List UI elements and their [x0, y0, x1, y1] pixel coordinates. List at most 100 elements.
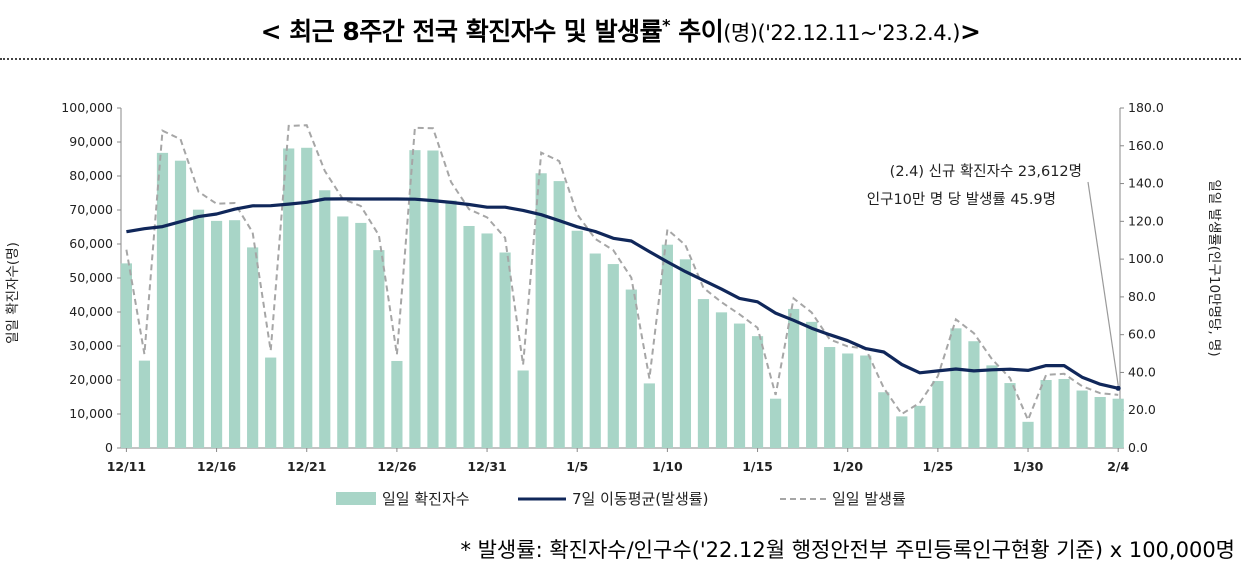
daily-rate-line: [125, 124, 1119, 423]
y-right-tick-label: 40.0: [1128, 364, 1156, 379]
bar: [1040, 380, 1052, 448]
title-period: ('22.12.11~'23.2.4.): [757, 21, 960, 45]
title-close: >: [959, 17, 981, 46]
bar: [697, 299, 710, 448]
bar: [499, 252, 511, 448]
annotation-line-2: 인구10만 명 당 발생률 45.9명: [867, 191, 1056, 208]
bar: [337, 216, 349, 448]
bar: [265, 357, 277, 448]
bar: [661, 244, 673, 448]
bar: [445, 200, 457, 448]
x-tick-label: 1/30: [1013, 459, 1044, 474]
bar: [914, 405, 926, 448]
y-left-tick-label: 40,000: [69, 304, 113, 319]
bar: [806, 321, 818, 448]
bar: [1076, 390, 1088, 448]
bar: [229, 220, 241, 448]
title-divider: [0, 58, 1241, 60]
bar: [751, 336, 764, 448]
legend: 일일 확진자수 7일 이동평균(발생률) 일일 발생률: [336, 490, 906, 508]
y-left-tick-label: 70,000: [69, 202, 113, 217]
x-tick-label: 12/21: [287, 459, 326, 474]
x-tick-label: 1/20: [832, 459, 863, 474]
y-axis-left-title: 일일 확진자수(명): [5, 242, 21, 344]
x-tick-label: 12/16: [197, 459, 237, 474]
x-tick-label: 1/10: [652, 459, 683, 474]
bar: [986, 365, 998, 448]
bar: [391, 360, 403, 448]
bar: [517, 370, 529, 448]
bar: [625, 289, 637, 448]
bar: [138, 360, 151, 448]
y-right-tick-label: 140.0: [1128, 176, 1164, 191]
y-right-tick-label: 80.0: [1128, 289, 1156, 304]
y-right-tick-label: 20.0: [1128, 402, 1156, 417]
x-tick-label: 1/5: [566, 459, 588, 474]
bar: [553, 181, 565, 448]
dashed-line-series: [125, 124, 1119, 423]
y-left-tick-label: 10,000: [69, 406, 113, 421]
bar: [842, 353, 854, 448]
bar: [950, 328, 962, 448]
bar: [301, 147, 313, 448]
bar: [192, 209, 205, 448]
bar: [535, 173, 547, 448]
annotation-line-1: (2.4) 신규 확진자수 23,612명: [890, 163, 1082, 180]
y-left-tick-label: 100,000: [61, 100, 113, 115]
title-star: *: [662, 15, 671, 35]
y-left-tick-label: 90,000: [69, 134, 113, 149]
axis-labels: 100,000 90,000 80,000 70,000 60,000 50,000 40,…: [5, 100, 1222, 474]
bar: [643, 383, 655, 448]
bar: [156, 152, 169, 448]
bar: [210, 220, 223, 448]
y-right-tick-label: 160.0: [1128, 138, 1164, 153]
bar: [283, 148, 295, 448]
bar: [715, 312, 728, 448]
bar: [968, 341, 980, 448]
y-axis-right-title: 일일 발생률(인구10만명당, 명): [1206, 179, 1222, 356]
annotation-leader-line: [1087, 181, 1119, 386]
chart-title: < 최근 8주간 전국 확진자수 및 발생률* 추이(명)('22.12.11~…: [0, 12, 1241, 48]
legend-label-daily: 일일 발생률: [832, 490, 906, 508]
annotation-point: [1115, 385, 1121, 391]
bar: [860, 355, 872, 448]
bar: [896, 416, 908, 448]
bar: [463, 225, 475, 448]
bar: [319, 190, 331, 448]
footnote: * 발생률: 확진자수/인구수('22.12월 행정안전부 주민등록인구현황 기…: [460, 538, 1235, 562]
x-tick-label: 1/25: [923, 459, 954, 474]
bar: [1112, 398, 1124, 448]
y-right-tick-label: 60.0: [1128, 327, 1156, 342]
y-right-tick-label: 120.0: [1128, 213, 1164, 228]
title-suffix: 추이: [670, 17, 724, 46]
legend-swatch-bar: [336, 492, 376, 505]
bar: [878, 392, 890, 448]
y-left-tick-label: 0: [105, 440, 113, 455]
bar: [589, 253, 601, 448]
bar: [571, 230, 583, 448]
y-left-tick-label: 20,000: [69, 372, 113, 387]
bar: [409, 150, 421, 448]
y-left-tick-label: 30,000: [69, 338, 113, 353]
combo-chart: 100,000 90,000 80,000 70,000 60,000 50,000 40,…: [5, 100, 1222, 508]
bar: [679, 259, 692, 448]
legend-label-avg: 7일 이동평균(발생률): [572, 490, 708, 508]
y-left-tick-label: 80,000: [69, 168, 113, 183]
moving-average-line: [126, 197, 1119, 390]
x-tick-label: 12/26: [377, 459, 417, 474]
bar: [481, 233, 493, 448]
bar: [1058, 378, 1070, 448]
title-main: < 최근 8주간 전국 확진자수 및 발생률: [260, 17, 663, 46]
title-unit: (명): [723, 21, 758, 45]
y-right-tick-label: 0.0: [1128, 440, 1148, 455]
bar: [607, 264, 619, 448]
legend-label-bar: 일일 확진자수: [382, 490, 470, 508]
bar: [1022, 421, 1034, 448]
x-tick-label: 1/15: [742, 459, 773, 474]
bar: [427, 150, 439, 448]
moving-average-series: [126, 197, 1119, 390]
bar: [355, 222, 367, 448]
x-tick-label: 2/4: [1107, 459, 1129, 474]
y-left-tick-label: 60,000: [69, 236, 113, 251]
